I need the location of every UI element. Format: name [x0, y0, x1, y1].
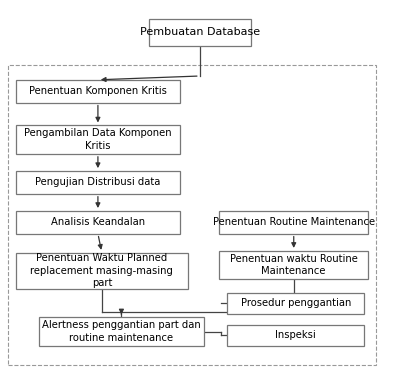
Bar — [16, 171, 180, 194]
Text: Inspeksi: Inspeksi — [275, 330, 316, 340]
Text: Pengambilan Data Komponen
Kritis: Pengambilan Data Komponen Kritis — [24, 128, 172, 151]
Bar — [16, 211, 180, 234]
Text: Pembuatan Database: Pembuatan Database — [140, 27, 260, 37]
Bar — [8, 65, 376, 365]
Bar — [16, 253, 188, 289]
Text: Penentuan Routine Maintenance: Penentuan Routine Maintenance — [213, 217, 375, 227]
Bar — [227, 293, 364, 314]
Bar — [219, 211, 368, 234]
Text: Penentuan Komponen Kritis: Penentuan Komponen Kritis — [29, 86, 167, 96]
Text: Penentuan waktu Routine
Maintenance: Penentuan waktu Routine Maintenance — [230, 254, 358, 276]
Text: Analisis Keandalan: Analisis Keandalan — [51, 217, 145, 227]
Bar — [219, 251, 368, 279]
Text: Alertness penggantian part dan
routine maintenance: Alertness penggantian part dan routine m… — [42, 320, 201, 343]
Text: Prosedur penggantian: Prosedur penggantian — [240, 298, 351, 308]
Bar — [227, 325, 364, 346]
Bar — [16, 125, 180, 154]
Text: Penentuan Waktu Planned
replacement masing-masing
part: Penentuan Waktu Planned replacement masi… — [30, 253, 173, 288]
Bar — [149, 19, 251, 46]
Bar — [39, 317, 204, 346]
Bar — [16, 80, 180, 103]
Text: Pengujian Distribusi data: Pengujian Distribusi data — [35, 177, 161, 187]
